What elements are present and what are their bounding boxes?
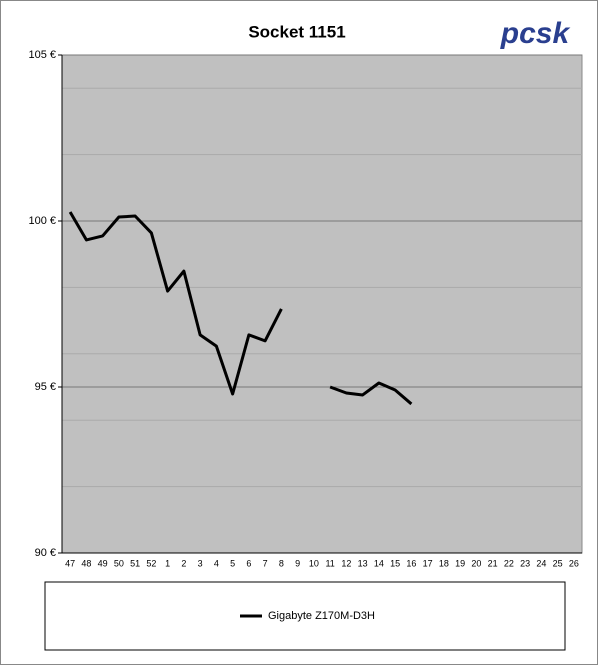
x-tick-label: 22	[504, 558, 514, 568]
x-tick-label: 23	[520, 558, 530, 568]
legend	[44, 581, 566, 651]
x-tick-label: 21	[488, 558, 498, 568]
logo: pcsk	[500, 17, 571, 50]
x-tick-label: 14	[374, 558, 384, 568]
x-tick-label: 13	[358, 558, 368, 568]
x-tick-label: 52	[146, 558, 156, 568]
x-tick-label: 4	[214, 558, 219, 568]
x-tick-label: 10	[309, 558, 319, 568]
x-tick-label: 17	[423, 558, 433, 568]
x-tick-label: 15	[390, 558, 400, 568]
x-tick-label: 51	[130, 558, 140, 568]
x-tick-label: 25	[553, 558, 563, 568]
x-tick-label: 50	[114, 558, 124, 568]
x-tick-label: 20	[471, 558, 481, 568]
x-tick-label: 9	[295, 558, 300, 568]
chart-title: Socket 1151	[248, 22, 345, 41]
x-tick-label: 26	[569, 558, 579, 568]
x-tick-label: 16	[406, 558, 416, 568]
x-tick-label: 19	[455, 558, 465, 568]
legend-label: Gigabyte Z170M-D3H	[268, 610, 375, 622]
y-tick-label: 105 €	[28, 49, 56, 61]
x-tick-label: 5	[230, 558, 235, 568]
x-tick-label: 7	[263, 558, 268, 568]
series-line	[68, 211, 283, 396]
x-tick-label: 47	[65, 558, 75, 568]
x-tick-label: 6	[246, 558, 251, 568]
x-tick-label: 48	[81, 558, 91, 568]
y-tick-label: 100 €	[28, 215, 56, 227]
x-tick-label: 1	[165, 558, 170, 568]
x-tick-label: 24	[536, 558, 546, 568]
plot-area	[61, 54, 583, 554]
y-tick-label: 95 €	[35, 381, 56, 393]
y-tick-label: 90 €	[35, 547, 56, 559]
x-tick-label: 2	[181, 558, 186, 568]
series-line	[329, 381, 413, 406]
x-tick-label: 12	[341, 558, 351, 568]
x-tick-label: 49	[98, 558, 108, 568]
x-tick-label: 3	[198, 558, 203, 568]
x-tick-label: 11	[325, 558, 334, 568]
x-tick-label: 18	[439, 558, 449, 568]
x-tick-label: 8	[279, 558, 284, 568]
